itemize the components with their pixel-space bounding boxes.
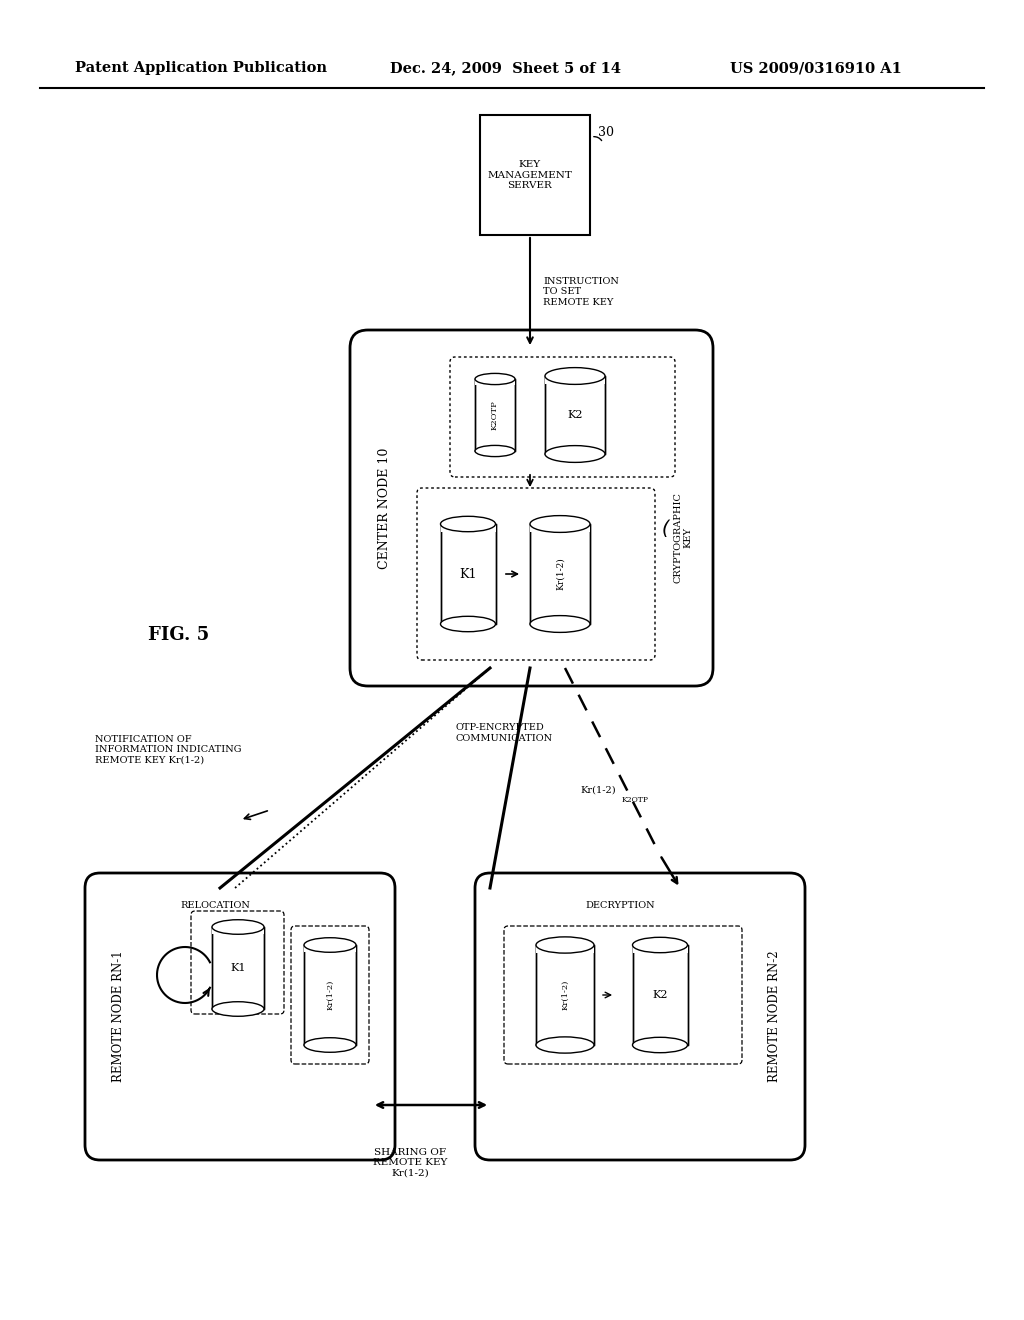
FancyBboxPatch shape xyxy=(504,927,742,1064)
Bar xyxy=(633,945,687,1045)
Text: US 2009/0316910 A1: US 2009/0316910 A1 xyxy=(730,61,902,75)
Text: CRYPTOGRAPHIC
KEY: CRYPTOGRAPHIC KEY xyxy=(674,492,692,583)
Text: Kr(1-2): Kr(1-2) xyxy=(326,979,334,1010)
Bar xyxy=(530,524,590,532)
Text: Dec. 24, 2009  Sheet 5 of 14: Dec. 24, 2009 Sheet 5 of 14 xyxy=(390,61,621,75)
Text: CENTER NODE 10: CENTER NODE 10 xyxy=(379,447,391,569)
Bar xyxy=(530,524,590,624)
Text: K1: K1 xyxy=(459,568,477,581)
Text: FIG. 5: FIG. 5 xyxy=(148,626,209,644)
Ellipse shape xyxy=(440,616,496,632)
Ellipse shape xyxy=(545,367,605,384)
Bar xyxy=(304,945,356,952)
FancyBboxPatch shape xyxy=(417,488,655,660)
FancyBboxPatch shape xyxy=(450,356,675,477)
Bar xyxy=(480,115,590,235)
Ellipse shape xyxy=(475,445,515,457)
Ellipse shape xyxy=(545,446,605,462)
Text: Kr(1-2): Kr(1-2) xyxy=(580,785,615,795)
Bar xyxy=(536,945,594,1045)
Ellipse shape xyxy=(475,374,515,384)
FancyBboxPatch shape xyxy=(291,927,369,1064)
Text: ): ) xyxy=(665,516,672,536)
Text: REMOTE NODE RN-1: REMOTE NODE RN-1 xyxy=(112,950,125,1082)
Ellipse shape xyxy=(530,615,590,632)
Ellipse shape xyxy=(304,937,356,952)
Text: 30: 30 xyxy=(598,127,614,140)
Text: Patent Application Publication: Patent Application Publication xyxy=(75,61,327,75)
Bar xyxy=(545,376,605,454)
Ellipse shape xyxy=(530,516,590,532)
Text: NOTIFICATION OF
INFORMATION INDICATING
REMOTE KEY Kr(1-2): NOTIFICATION OF INFORMATION INDICATING R… xyxy=(95,735,242,764)
Bar xyxy=(545,376,605,384)
Text: DECRYPTION: DECRYPTION xyxy=(585,900,654,909)
Ellipse shape xyxy=(212,920,264,935)
Text: Kr(1-2): Kr(1-2) xyxy=(555,557,564,590)
Bar xyxy=(212,927,264,935)
Bar xyxy=(536,945,594,953)
Ellipse shape xyxy=(536,937,594,953)
Text: K2: K2 xyxy=(652,990,668,1001)
Bar xyxy=(212,927,264,1008)
FancyBboxPatch shape xyxy=(475,873,805,1160)
Text: RELOCATION: RELOCATION xyxy=(180,900,250,909)
Text: K1: K1 xyxy=(230,964,246,973)
Text: REMOTE NODE RN-2: REMOTE NODE RN-2 xyxy=(768,950,781,1082)
Bar xyxy=(440,524,496,532)
Bar xyxy=(475,379,515,451)
Ellipse shape xyxy=(633,1038,687,1053)
Text: KEY
MANAGEMENT
SERVER: KEY MANAGEMENT SERVER xyxy=(487,160,572,190)
Ellipse shape xyxy=(304,1038,356,1052)
Ellipse shape xyxy=(440,516,496,532)
Bar xyxy=(633,945,687,953)
Text: Kr(1-2): Kr(1-2) xyxy=(561,979,569,1010)
Text: SHARING OF
REMOTE KEY
Kr(1-2): SHARING OF REMOTE KEY Kr(1-2) xyxy=(373,1148,447,1177)
Bar xyxy=(304,945,356,1045)
Text: INSTRUCTION
TO SET
REMOTE KEY: INSTRUCTION TO SET REMOTE KEY xyxy=(543,277,618,306)
Ellipse shape xyxy=(536,1038,594,1053)
Text: OTP-ENCRYPTED
COMMUNICATION: OTP-ENCRYPTED COMMUNICATION xyxy=(456,723,553,743)
Ellipse shape xyxy=(212,1002,264,1016)
FancyBboxPatch shape xyxy=(191,911,284,1014)
FancyBboxPatch shape xyxy=(85,873,395,1160)
Text: K2: K2 xyxy=(567,411,583,420)
Bar xyxy=(475,379,515,384)
Text: K2OTP: K2OTP xyxy=(622,796,649,804)
Ellipse shape xyxy=(633,937,687,953)
Text: K2OTP: K2OTP xyxy=(490,400,499,430)
FancyBboxPatch shape xyxy=(350,330,713,686)
Bar xyxy=(440,524,496,624)
